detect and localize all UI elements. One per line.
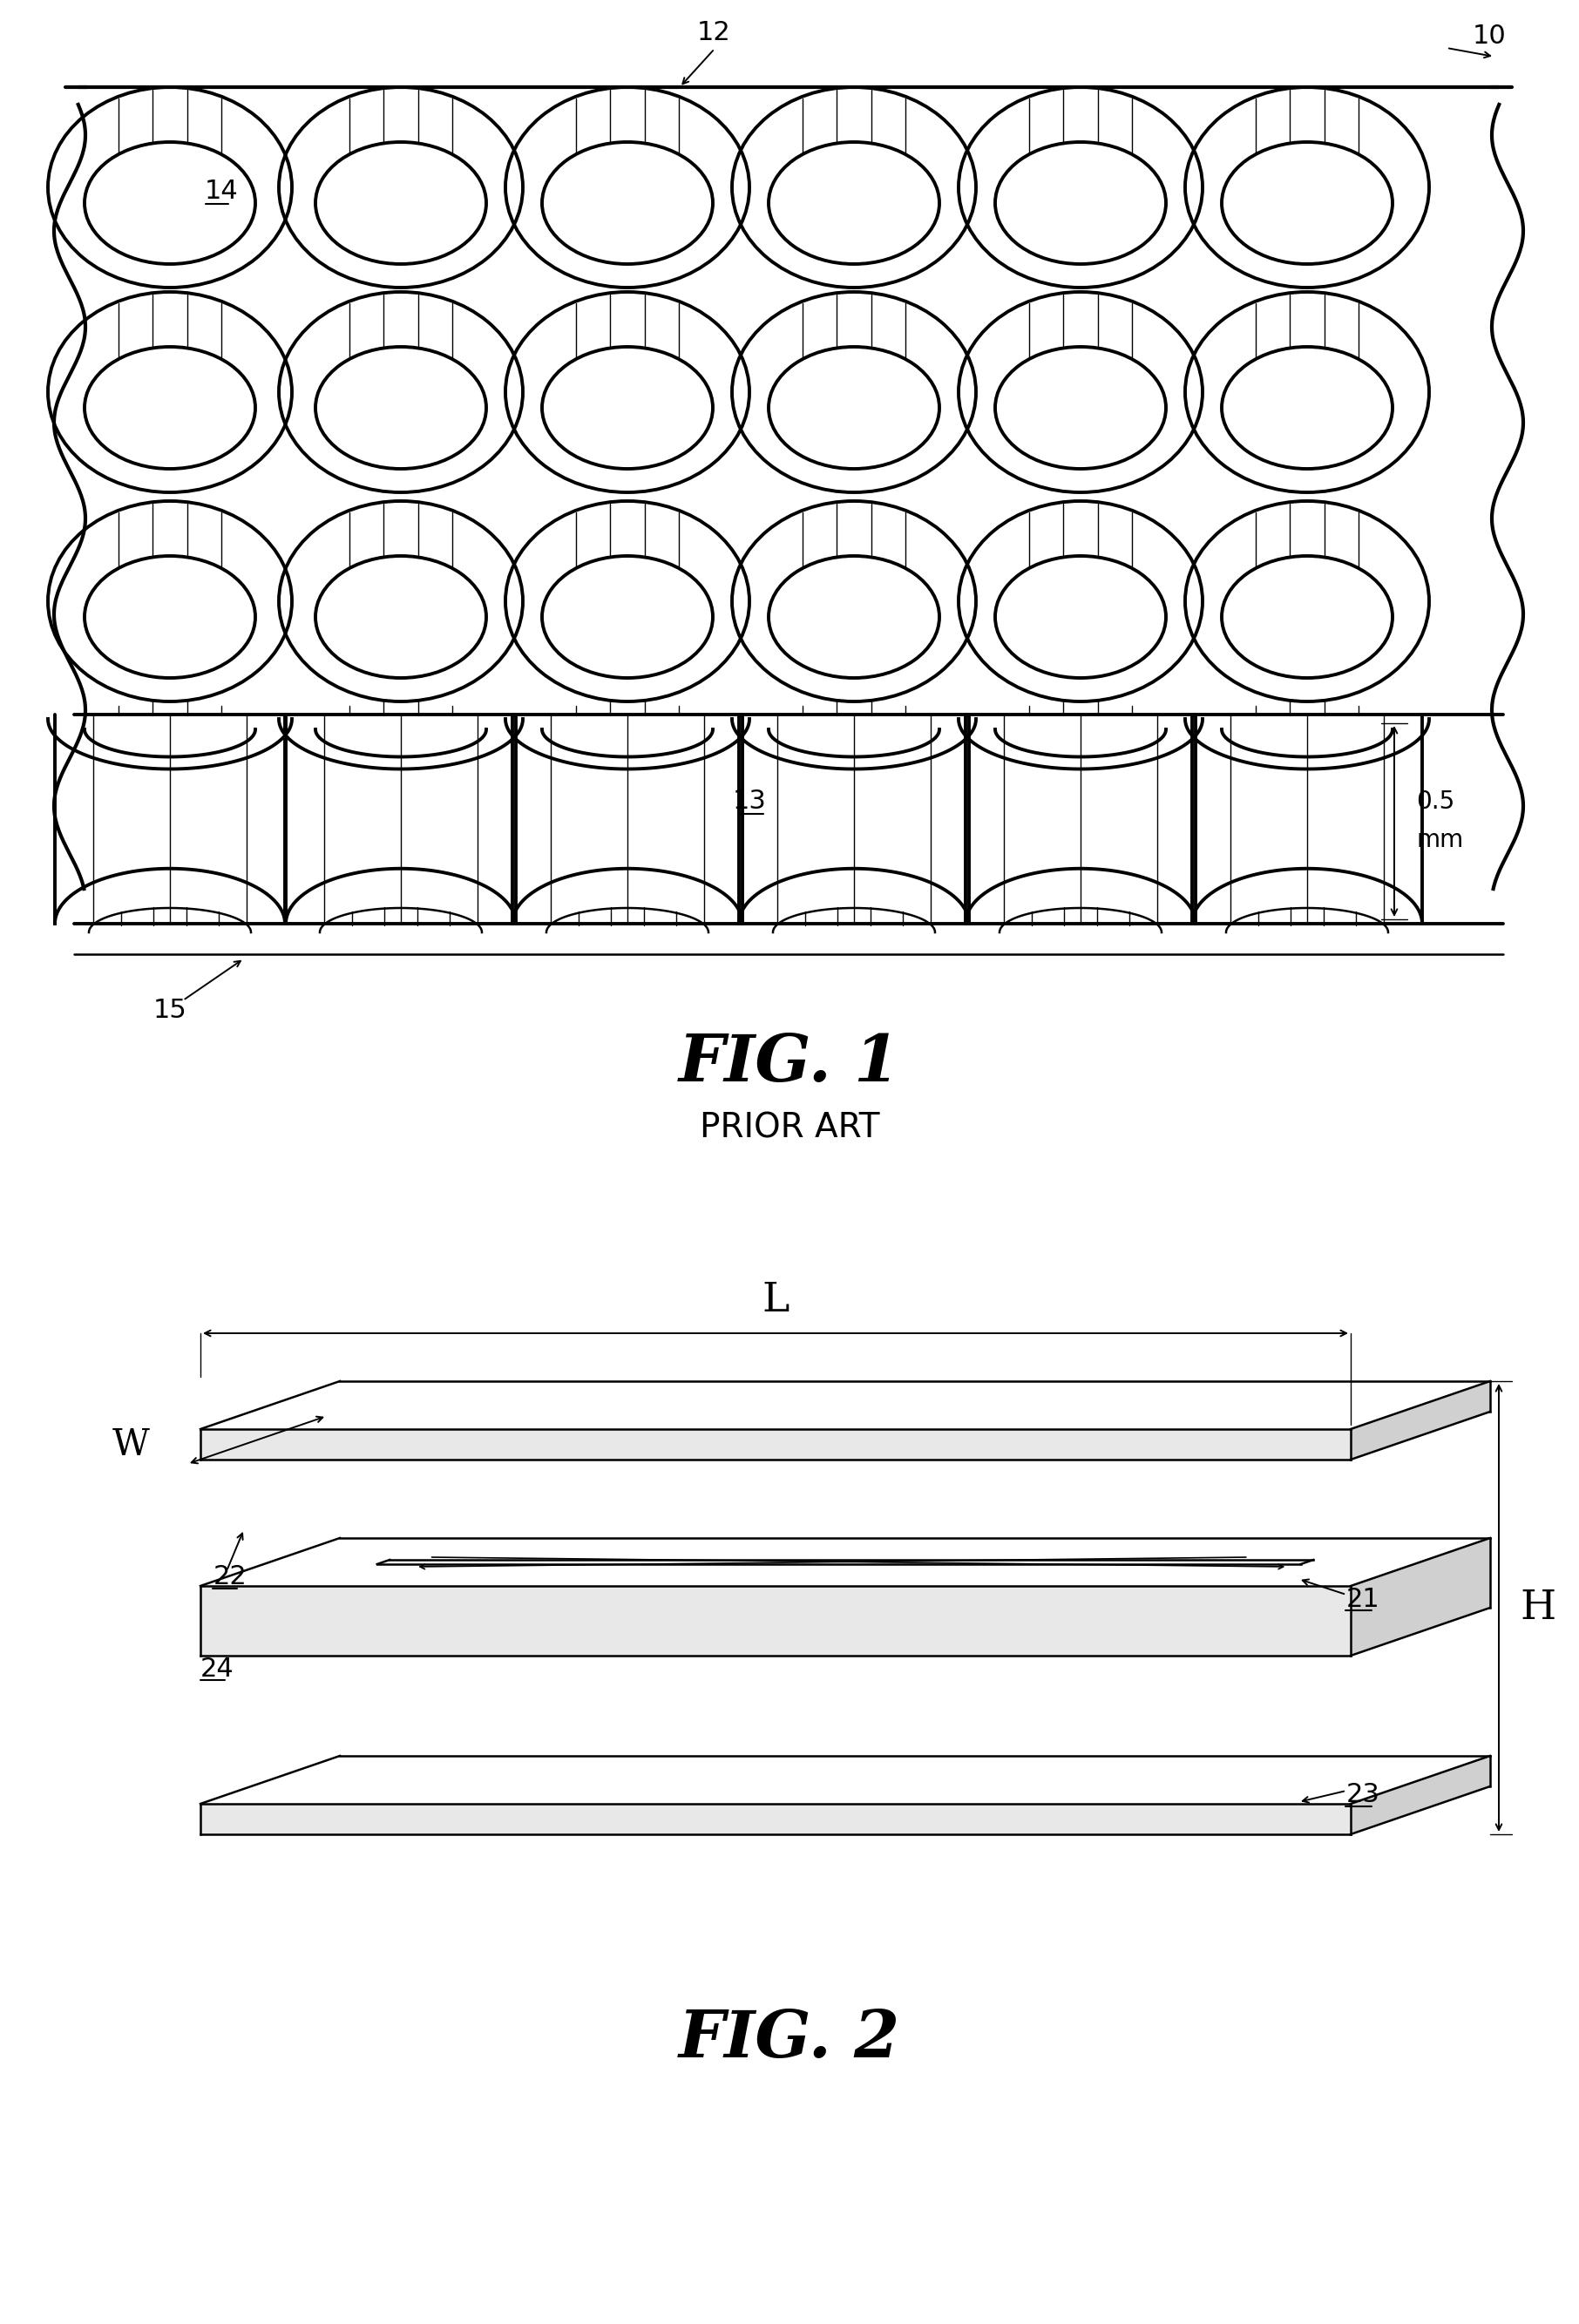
Text: 13: 13 [733,790,766,813]
Text: 14: 14 [205,179,238,205]
Text: 21: 21 [1347,1587,1380,1611]
Text: FIG. 1: FIG. 1 [679,1032,900,1095]
Polygon shape [1350,1757,1491,1834]
Polygon shape [1350,1380,1491,1459]
Text: FIG. 2: FIG. 2 [679,2008,900,2071]
Text: 12: 12 [698,21,731,46]
Text: 24: 24 [201,1657,234,1680]
Polygon shape [201,1757,1491,1803]
Polygon shape [201,1380,1491,1429]
Polygon shape [201,1538,1491,1585]
Text: 15: 15 [153,999,186,1023]
Polygon shape [201,1803,1350,1834]
Polygon shape [201,1429,1350,1459]
Text: W: W [112,1427,150,1462]
Text: 10: 10 [1473,23,1506,49]
Text: 22: 22 [213,1564,248,1590]
Text: L: L [763,1281,790,1320]
Polygon shape [1350,1538,1491,1655]
Text: 23: 23 [1347,1783,1380,1808]
Text: mm: mm [1416,827,1464,853]
Text: H: H [1521,1587,1555,1627]
Text: 0.5: 0.5 [1416,790,1454,813]
Polygon shape [201,1585,1350,1655]
Text: PRIOR ART: PRIOR ART [699,1111,880,1146]
